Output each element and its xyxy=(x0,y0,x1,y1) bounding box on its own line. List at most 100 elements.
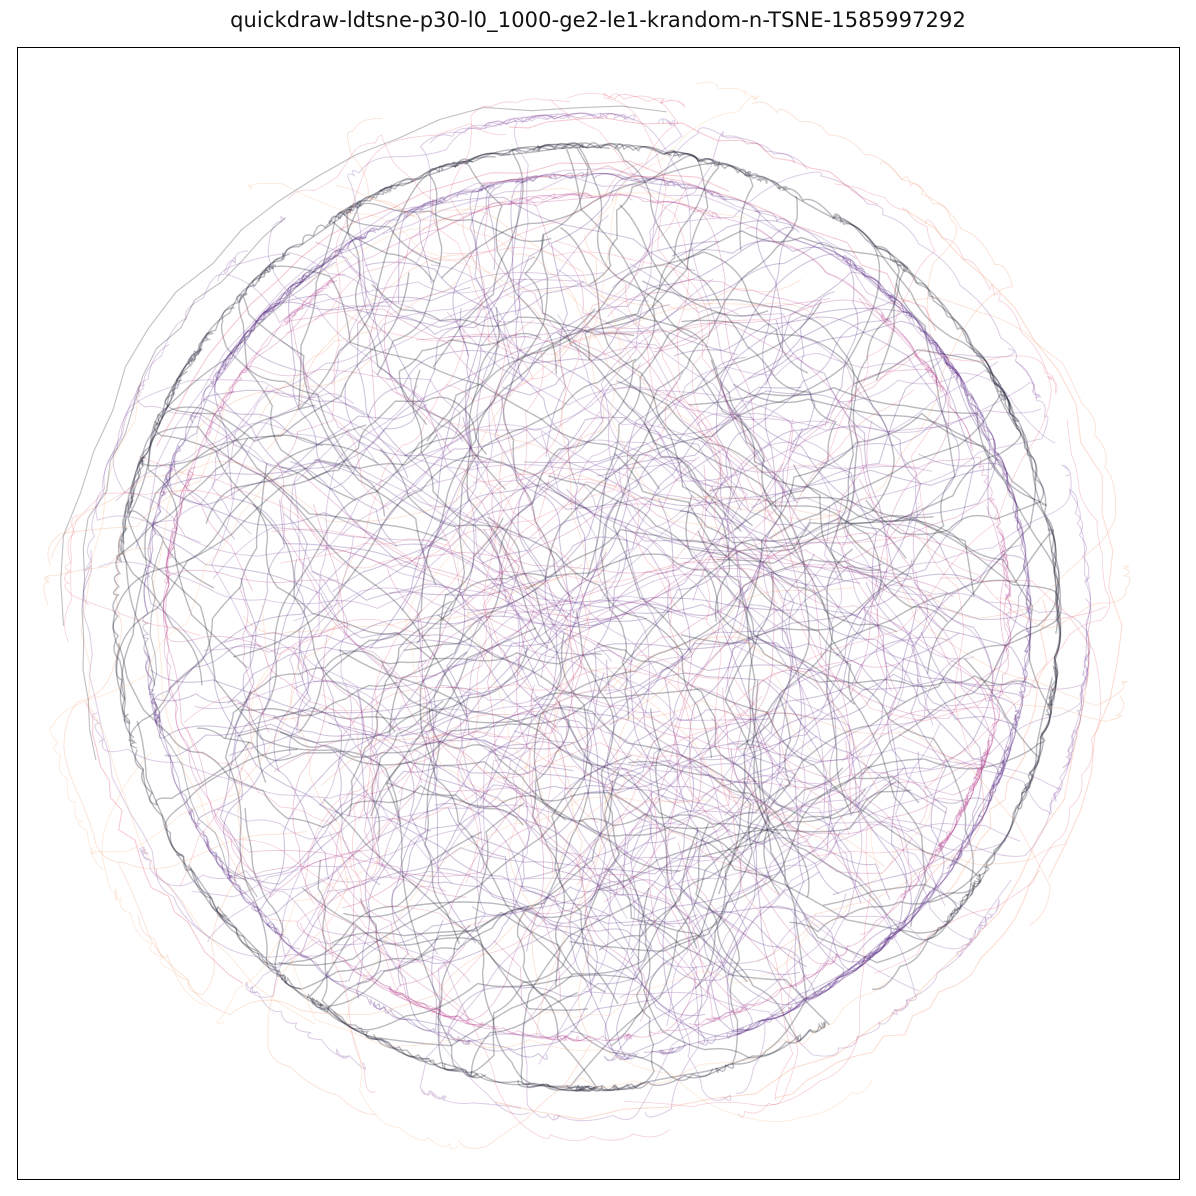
trajectory-line xyxy=(524,528,898,633)
trajectory-line xyxy=(817,584,1012,719)
trajectory-line xyxy=(233,454,592,658)
trajectory-line xyxy=(63,531,308,869)
trajectory-line xyxy=(450,422,1128,707)
trajectory-line xyxy=(515,241,551,382)
outer-trajectory-arc xyxy=(509,117,879,206)
trajectory-line xyxy=(147,143,672,669)
trajectory-line xyxy=(331,123,507,510)
outer-trajectory-arc xyxy=(946,599,1048,895)
trajectory-line xyxy=(347,112,628,288)
trajectory-line xyxy=(262,238,390,318)
trajectory-line xyxy=(805,361,1049,537)
trajectory-line xyxy=(584,837,676,987)
trajectory-line xyxy=(242,564,583,635)
trajectory-line xyxy=(116,293,248,589)
trajectory-line xyxy=(227,536,671,704)
trajectory-line xyxy=(700,440,742,609)
trajectory-line xyxy=(577,195,618,445)
trajectory-line xyxy=(127,426,468,718)
trajectory-line xyxy=(364,261,913,647)
trajectory-line xyxy=(754,210,795,509)
trajectory-line xyxy=(162,466,254,787)
trajectory-line xyxy=(824,254,913,427)
trajectory-line xyxy=(419,382,1036,457)
trajectory-line xyxy=(744,763,935,858)
trajectory-line xyxy=(608,672,947,814)
trajectory-line xyxy=(267,216,520,667)
trajectory-line xyxy=(493,940,633,1042)
trajectory-line xyxy=(586,448,724,837)
trajectory-line xyxy=(222,513,308,895)
trajectory-line xyxy=(638,766,905,920)
trajectory-line xyxy=(681,319,895,565)
trajectory-line xyxy=(410,307,911,744)
trajectory-line xyxy=(136,720,482,965)
trajectory-line xyxy=(138,684,296,996)
trajectory-line xyxy=(976,678,1125,722)
trajectory-line xyxy=(217,256,536,380)
trajectory-line xyxy=(223,632,525,671)
trajectory-line xyxy=(823,505,988,927)
trajectory-line xyxy=(187,626,310,828)
trajectory-line xyxy=(751,664,1089,779)
trajectory-line xyxy=(860,733,991,936)
trajectory-line xyxy=(479,637,912,1020)
trajectory-line xyxy=(273,556,997,849)
trajectory-line xyxy=(589,154,752,286)
trajectory-line xyxy=(616,612,888,794)
trajectory-line xyxy=(557,332,731,622)
trajectory-line xyxy=(388,300,822,736)
trajectory-line xyxy=(289,461,784,611)
trajectory-line xyxy=(281,669,446,958)
trajectory-line xyxy=(437,614,1053,878)
trajectory-line xyxy=(674,316,960,525)
trajectory-line xyxy=(437,925,471,1071)
trajectory-line xyxy=(313,459,999,788)
trajectory-line xyxy=(262,279,649,393)
trajectory-line xyxy=(397,174,572,304)
trajectory-line xyxy=(488,172,915,325)
trajectory-line xyxy=(626,627,803,907)
trajectory-line xyxy=(121,272,410,700)
trajectory-line xyxy=(487,516,792,837)
trajectory-line xyxy=(352,782,420,1009)
trajectory-line xyxy=(833,217,1037,674)
trajectory-line xyxy=(419,517,573,975)
trajectory-line xyxy=(50,302,826,559)
trajectory-line xyxy=(677,826,753,1039)
trajectory-line xyxy=(343,312,769,355)
trajectory-line xyxy=(822,877,982,911)
trajectory-line xyxy=(865,581,1017,866)
trajectory-line xyxy=(516,905,714,1082)
trajectory-line xyxy=(341,378,461,536)
trajectory-line xyxy=(276,419,438,678)
trajectory-line xyxy=(680,282,956,645)
trajectory-line xyxy=(356,286,471,479)
trajectory-line xyxy=(446,551,607,697)
trajectory-line xyxy=(194,384,418,710)
trajectory-line xyxy=(306,926,430,1060)
outer-trajectory-arc xyxy=(60,105,667,626)
trajectory-line xyxy=(259,281,457,419)
trajectory-line xyxy=(447,977,637,1046)
trajectory-line xyxy=(280,381,678,564)
trajectory-line xyxy=(526,879,817,995)
trajectory-line xyxy=(347,118,802,310)
trajectory-line xyxy=(603,92,774,525)
trajectory-line xyxy=(746,412,1048,895)
trajectory-line xyxy=(293,428,485,871)
trajectory-line xyxy=(502,142,589,599)
trajectory-line xyxy=(333,826,758,1087)
trajectory-line xyxy=(660,598,1092,891)
trajectory-line xyxy=(599,727,761,1013)
trajectory-line xyxy=(320,667,381,886)
trajectory-line xyxy=(792,297,945,452)
trajectory-line xyxy=(416,112,636,263)
trajectory-line xyxy=(538,823,685,1065)
outer-trajectory-arc xyxy=(149,167,857,509)
trajectory-line xyxy=(517,780,808,1092)
trajectory-line xyxy=(238,209,357,501)
trajectory-line xyxy=(621,673,793,1032)
trajectory-line xyxy=(865,354,1045,536)
trajectory-line xyxy=(452,184,494,357)
